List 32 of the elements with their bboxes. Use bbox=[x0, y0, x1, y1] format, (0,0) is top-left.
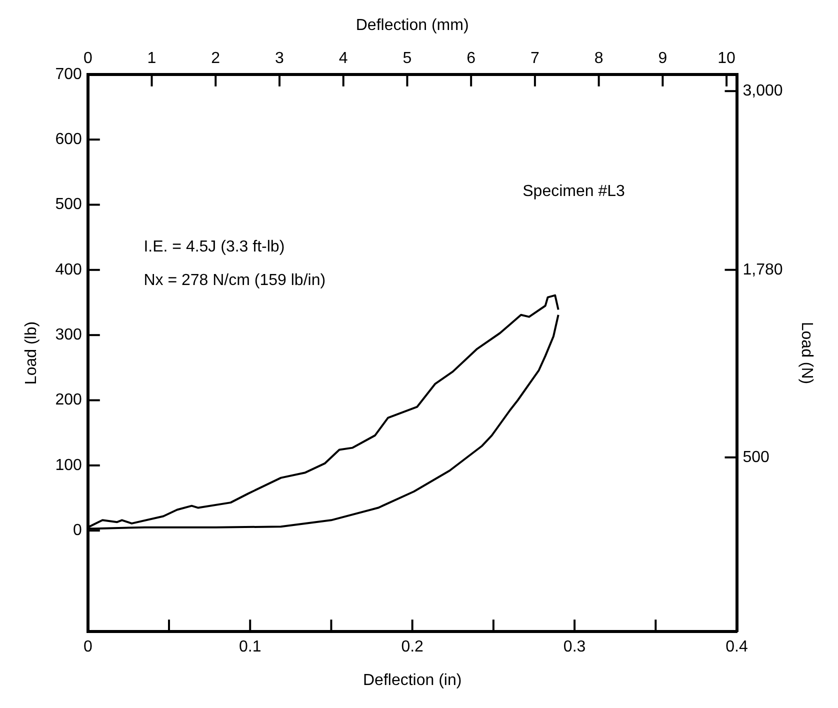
annotation: I.E. = 4.5J (3.3 ft-lb) bbox=[144, 238, 285, 256]
x2-tick-label: 9 bbox=[658, 50, 668, 68]
y2-axis-title: Load (N) bbox=[798, 322, 815, 384]
y-tick-label: 600 bbox=[55, 130, 82, 148]
x2-tick-label: 2 bbox=[211, 50, 220, 68]
x2-tick-label: 5 bbox=[402, 50, 412, 68]
y-axis-title: Load (lb) bbox=[23, 321, 40, 385]
x2-tick-label: 6 bbox=[466, 50, 476, 68]
x2-tick-label: 1 bbox=[147, 50, 156, 68]
y-tick-label: 300 bbox=[55, 326, 82, 344]
y-tick-label: 200 bbox=[55, 392, 82, 409]
x2-tick-label: 7 bbox=[530, 50, 540, 68]
x-tick-label: 0.2 bbox=[401, 638, 424, 656]
y2-tick-label: 3,000 bbox=[742, 82, 783, 100]
y-tick-label: 700 bbox=[55, 66, 82, 83]
y2-tick-label: 500 bbox=[742, 448, 770, 466]
y-tick-label: 100 bbox=[55, 456, 82, 474]
x-tick-label: 0.1 bbox=[238, 638, 262, 656]
x2-axis-title: Deflection (mm) bbox=[356, 17, 469, 34]
x2-tick-label: 10 bbox=[718, 50, 736, 68]
x-axis-title: Deflection (in) bbox=[362, 672, 462, 689]
y-tick-label: 500 bbox=[55, 196, 82, 214]
y2-tick-label: 1,780 bbox=[742, 261, 783, 278]
x2-tick-label: 8 bbox=[594, 50, 604, 68]
y-tick-label: 0 bbox=[72, 522, 82, 539]
x2-tick-label: 4 bbox=[338, 50, 348, 68]
annotation: Nx = 278 N/cm (159 lb/in) bbox=[144, 272, 326, 289]
y-tick-label: 400 bbox=[55, 261, 82, 278]
x-tick-label: 0.3 bbox=[563, 638, 586, 656]
annotation: Specimen #L3 bbox=[522, 182, 626, 200]
x-tick-label: 0.4 bbox=[726, 638, 748, 656]
x2-tick-label: 3 bbox=[275, 50, 284, 68]
